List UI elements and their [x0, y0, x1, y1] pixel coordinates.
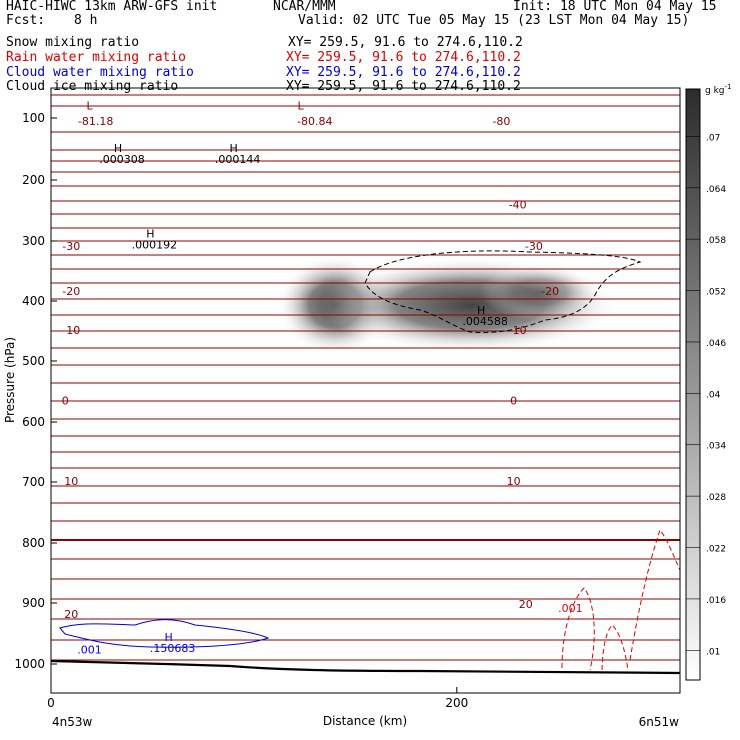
- colorbar-level-label: .064: [706, 185, 726, 195]
- field-xy-rain: XY= 259.5, 91.6 to 274.6,110.2: [286, 50, 521, 65]
- extremum-marker: L: [86, 99, 93, 112]
- isotherm-label: 0: [62, 395, 69, 408]
- extremum-value: .000144: [215, 153, 261, 166]
- isotherm-lines: [51, 94, 680, 661]
- init-time: Init: 18 UTC Mon 04 May 15: [513, 0, 717, 14]
- colorbar-level-label: .07: [706, 133, 720, 143]
- y-tick-label: 400: [22, 294, 45, 308]
- extremum-marker: H: [146, 227, 154, 240]
- contour-labels: -81.18 -80.84 -80 -40 -30 -30 -20 -20 -10 -10 0 0 10…: [62, 99, 583, 656]
- isotherm-label: 20: [519, 598, 533, 611]
- field-name-cloud-water: Cloud water mixing ratio: [6, 65, 194, 80]
- extremum-marker: L: [298, 99, 305, 112]
- cloud-water-contour: [59, 619, 270, 648]
- y-tick-label: 1000: [14, 657, 45, 671]
- isotherm-label: -81.18: [78, 115, 113, 128]
- x-axis-title: Distance (km): [323, 714, 407, 728]
- isotherm-label: 10: [64, 475, 78, 488]
- y-tick-label: 900: [22, 596, 45, 610]
- valid-time: Valid: 02 UTC Tue 05 May 15 (23 LST Mon …: [298, 13, 690, 28]
- terrain-line: [50, 659, 681, 675]
- colorbar-level-label: .034: [706, 442, 726, 452]
- org-label: NCAR/MMM: [273, 0, 336, 14]
- isotherm-label: -20: [62, 285, 80, 298]
- model-title: HAIC-HIWC 13km ARW-GFS init: [6, 0, 218, 14]
- y-tick-label: 500: [22, 354, 45, 368]
- rain-contour-3: [629, 528, 681, 661]
- cloud-ice-contour: [364, 250, 642, 333]
- field-xy-snow: XY= 259.5, 91.6 to 274.6,110.2: [288, 35, 523, 50]
- y-axis-title: Pressure (hPa): [3, 337, 17, 423]
- right-endpoint-label: 6n51w: [639, 715, 680, 729]
- forecast-label: Fcst:: [6, 13, 46, 28]
- left-endpoint-label: 4n53w: [52, 715, 93, 729]
- field-xy-cloud-ice: XY= 259.5, 91.6 to 274.6,110.2: [286, 79, 521, 94]
- shaded-mixing-ratio-field: [277, 255, 620, 355]
- colorbar-gradient: [685, 88, 701, 681]
- isotherm-label: 0: [510, 395, 517, 408]
- rain-contour-2: [601, 624, 629, 671]
- y-tick-label: 600: [22, 415, 45, 429]
- rain-contour-1: [561, 587, 595, 671]
- colorbar-level-label: .028: [706, 493, 726, 503]
- y-tick-label: 100: [22, 111, 45, 125]
- colorbar-level-label: .04: [706, 390, 721, 400]
- x-tick-label: 200: [445, 696, 468, 710]
- isotherm-label: -10: [62, 324, 80, 337]
- isotherm-label: 20: [64, 608, 78, 621]
- shading-core-far-right: [480, 264, 600, 320]
- y-tick-label: 200: [22, 173, 45, 187]
- contour-value-label: .001: [558, 602, 583, 615]
- field-xy-cloud-water: XY= 259.5, 91.6 to 274.6,110.2: [286, 65, 521, 80]
- extremum-marker: H: [477, 304, 485, 317]
- extremum-marker: H: [114, 142, 122, 155]
- isotherm-label: -10: [509, 324, 527, 337]
- x-tick-label: 0: [47, 696, 55, 710]
- colorbar-units: g kg-1: [705, 83, 731, 96]
- isotherm-label: 10: [507, 475, 521, 488]
- isotherm-label: -30: [62, 240, 80, 253]
- extremum-marker: H: [229, 142, 237, 155]
- field-name-snow: Snow mixing ratio: [6, 35, 140, 50]
- colorbar-level-label: .058: [706, 236, 726, 246]
- isotherm-label: -80: [492, 115, 510, 128]
- y-tick-label: 700: [22, 475, 45, 489]
- field-name-rain: Rain water mixing ratio: [6, 50, 187, 65]
- isotherm-label: -30: [525, 240, 543, 253]
- extremum-value: .004588: [462, 315, 508, 328]
- extremum-marker: H: [165, 631, 173, 644]
- forecast-hour: 8 h: [74, 13, 98, 28]
- y-tick-label: 300: [22, 234, 45, 248]
- isotherm-label: -20: [541, 285, 559, 298]
- y-tick-label: 800: [22, 536, 45, 550]
- contour-value-label: .001: [77, 643, 102, 656]
- colorbar-level-label: .01: [706, 647, 720, 657]
- colorbar-level-label: .046: [706, 339, 726, 349]
- colorbar-level-label: .022: [706, 545, 726, 555]
- isotherm-label: -40: [509, 198, 527, 211]
- plot-frame: [50, 87, 681, 694]
- colorbar: .01 .016 .022 .028 .034 .04 .046 .052 .058 .064 .0…: [685, 83, 731, 681]
- colorbar-level-label: .016: [706, 596, 726, 606]
- colorbar-levels: .01 .016 .022 .028 .034 .04 .046 .052 .058 .064 .0…: [686, 133, 726, 657]
- colorbar-level-label: .052: [706, 288, 726, 298]
- extremum-value: .000192: [132, 238, 178, 251]
- rain-water-contours: [561, 528, 681, 671]
- isotherm-label: -80.84: [297, 115, 332, 128]
- field-name-cloud-ice: Cloud ice mixing ratio: [6, 79, 179, 94]
- extremum-value: .000308: [99, 153, 145, 166]
- extremum-value: .150683: [150, 642, 196, 655]
